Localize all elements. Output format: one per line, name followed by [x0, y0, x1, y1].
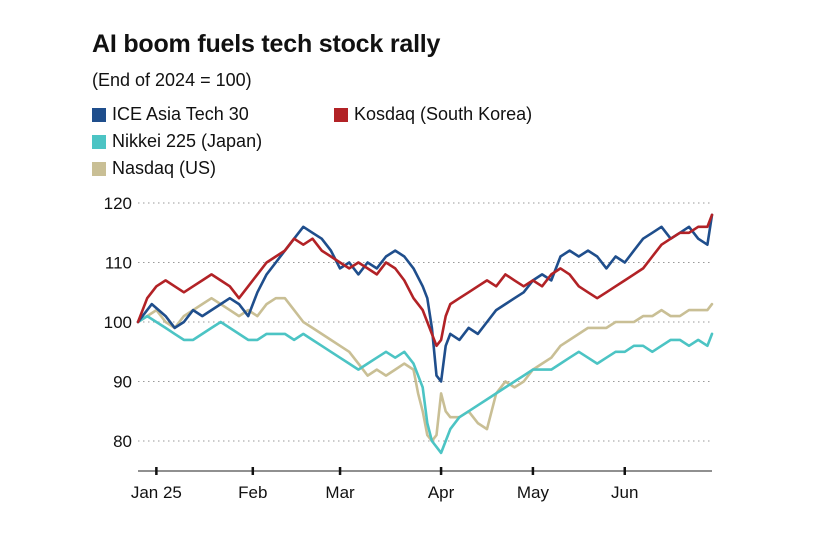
series-line-kosdaq-south-korea — [136, 213, 714, 348]
series-line-ice-asia-tech-30 — [136, 213, 714, 383]
legend-swatch-ice-asia-tech — [92, 107, 106, 122]
series-line-nasdaq-us — [136, 296, 714, 443]
legend-label-kosdaq: Kosdaq (South Korea) — [354, 104, 533, 124]
x-tick-label-4: May — [517, 483, 550, 502]
chart-subtitle: (End of 2024 = 100) — [92, 70, 252, 90]
y-tick-label-100: 100 — [104, 313, 132, 332]
legend-label-nasdaq: Nasdaq (US) — [112, 158, 217, 178]
series-line-nikkei-225-japan — [136, 314, 714, 455]
legend-swatch-kosdaq — [334, 107, 348, 122]
x-tick-label-1: Feb — [238, 483, 267, 502]
y-tick-label-90: 90 — [113, 373, 132, 392]
x-tick-label-3: Apr — [428, 483, 455, 502]
legend-item-kosdaq: Kosdaq (South Korea) — [334, 104, 532, 125]
legend-item-ice-asia-tech: ICE Asia Tech 30 — [92, 104, 249, 125]
legend-label-nikkei: Nikkei 225 (Japan) — [112, 131, 263, 151]
legend-item-nikkei: Nikkei 225 (Japan) — [92, 131, 262, 152]
y-tick-label-110: 110 — [105, 254, 132, 273]
y-tick-label-80: 80 — [113, 432, 132, 451]
legend-item-nasdaq: Nasdaq (US) — [92, 158, 216, 179]
x-tick-label-0: Jan 25 — [131, 483, 182, 502]
legend-swatch-nikkei — [92, 134, 106, 149]
x-tick-label-5: Jun — [611, 483, 638, 502]
legend-swatch-nasdaq — [92, 161, 106, 176]
y-tick-label-120: 120 — [104, 194, 132, 213]
legend-label-ice-asia-tech: ICE Asia Tech 30 — [112, 104, 249, 124]
x-tick-label-2: Mar — [325, 483, 355, 502]
chart-title: AI boom fuels tech stock rally — [92, 30, 441, 58]
